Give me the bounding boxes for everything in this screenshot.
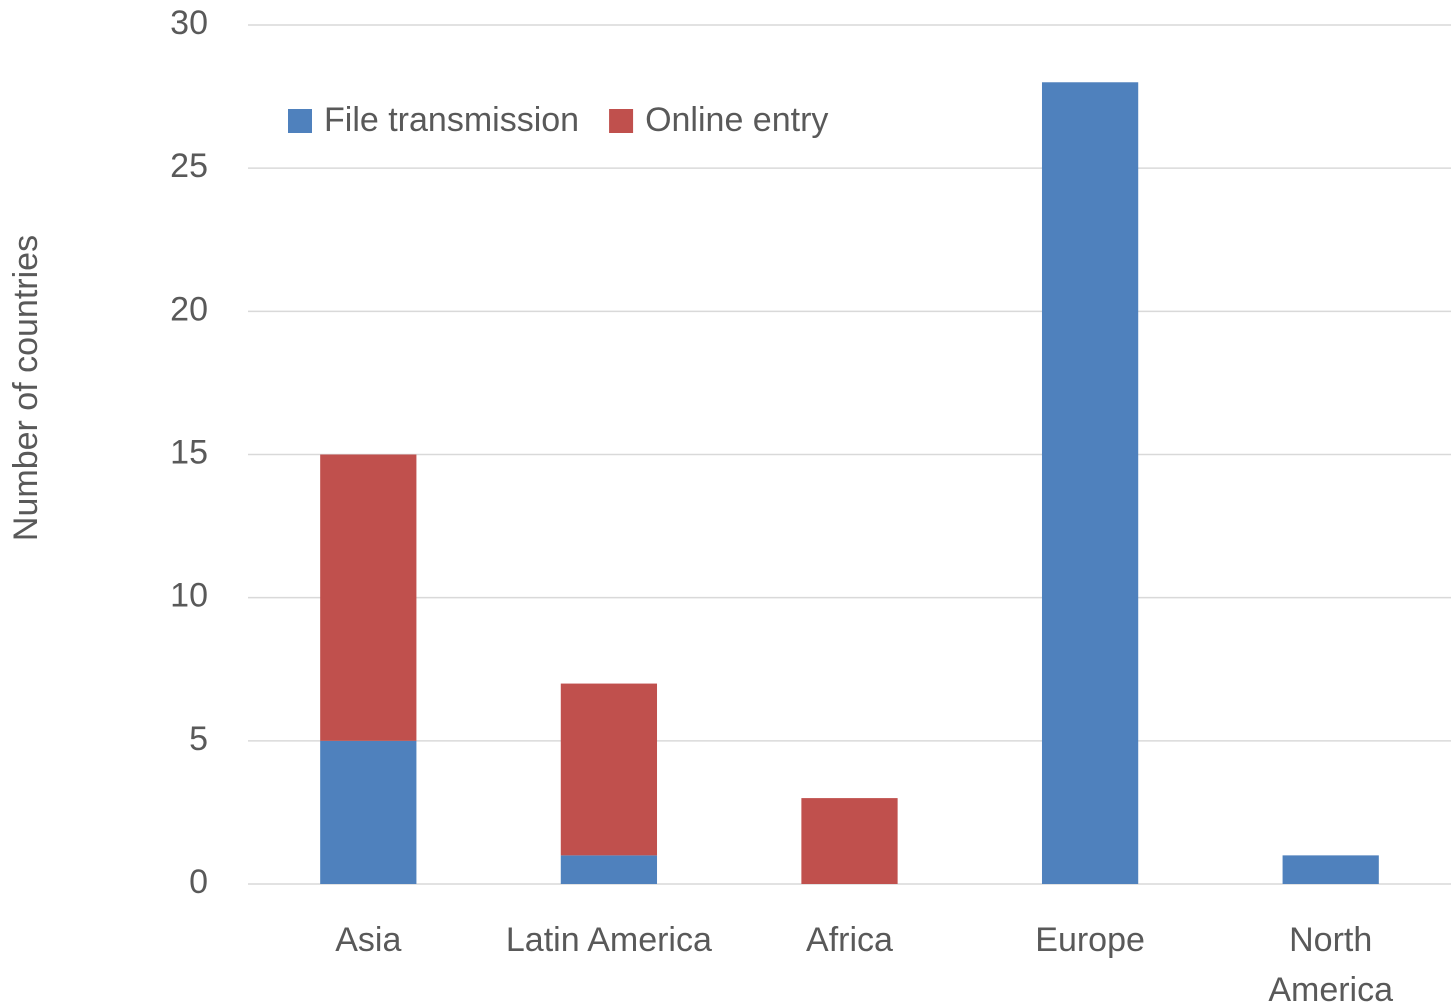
x-tick-label: Asia <box>335 921 402 959</box>
bar-segment <box>1041 82 1139 885</box>
bar-segment <box>320 454 417 741</box>
y-tick-label: 30 <box>170 4 208 42</box>
y-axis-title: Number of countries <box>7 235 45 541</box>
y-tick-label: 0 <box>189 863 208 901</box>
x-tick-label: North America <box>1268 921 1394 1007</box>
bar-segment <box>560 683 658 856</box>
legend-swatch <box>288 109 312 133</box>
bar-segment <box>1282 855 1379 884</box>
legend-swatch <box>609 109 634 133</box>
x-tick-label: Europe <box>1035 921 1145 959</box>
bar-segment <box>320 740 417 884</box>
x-tick-label: Latin America <box>505 921 712 959</box>
legend-label: Online entry <box>645 101 828 139</box>
y-tick-label: 10 <box>170 577 208 615</box>
bar-segment <box>801 798 898 884</box>
y-tick-label: 5 <box>189 720 208 758</box>
y-tick-label: 20 <box>170 290 208 328</box>
x-tick-label: Africa <box>806 921 893 959</box>
bar-segment <box>560 855 658 884</box>
y-tick-label: 15 <box>170 433 208 471</box>
legend-label: File transmission <box>324 101 579 139</box>
y-tick-label: 25 <box>170 147 208 185</box>
